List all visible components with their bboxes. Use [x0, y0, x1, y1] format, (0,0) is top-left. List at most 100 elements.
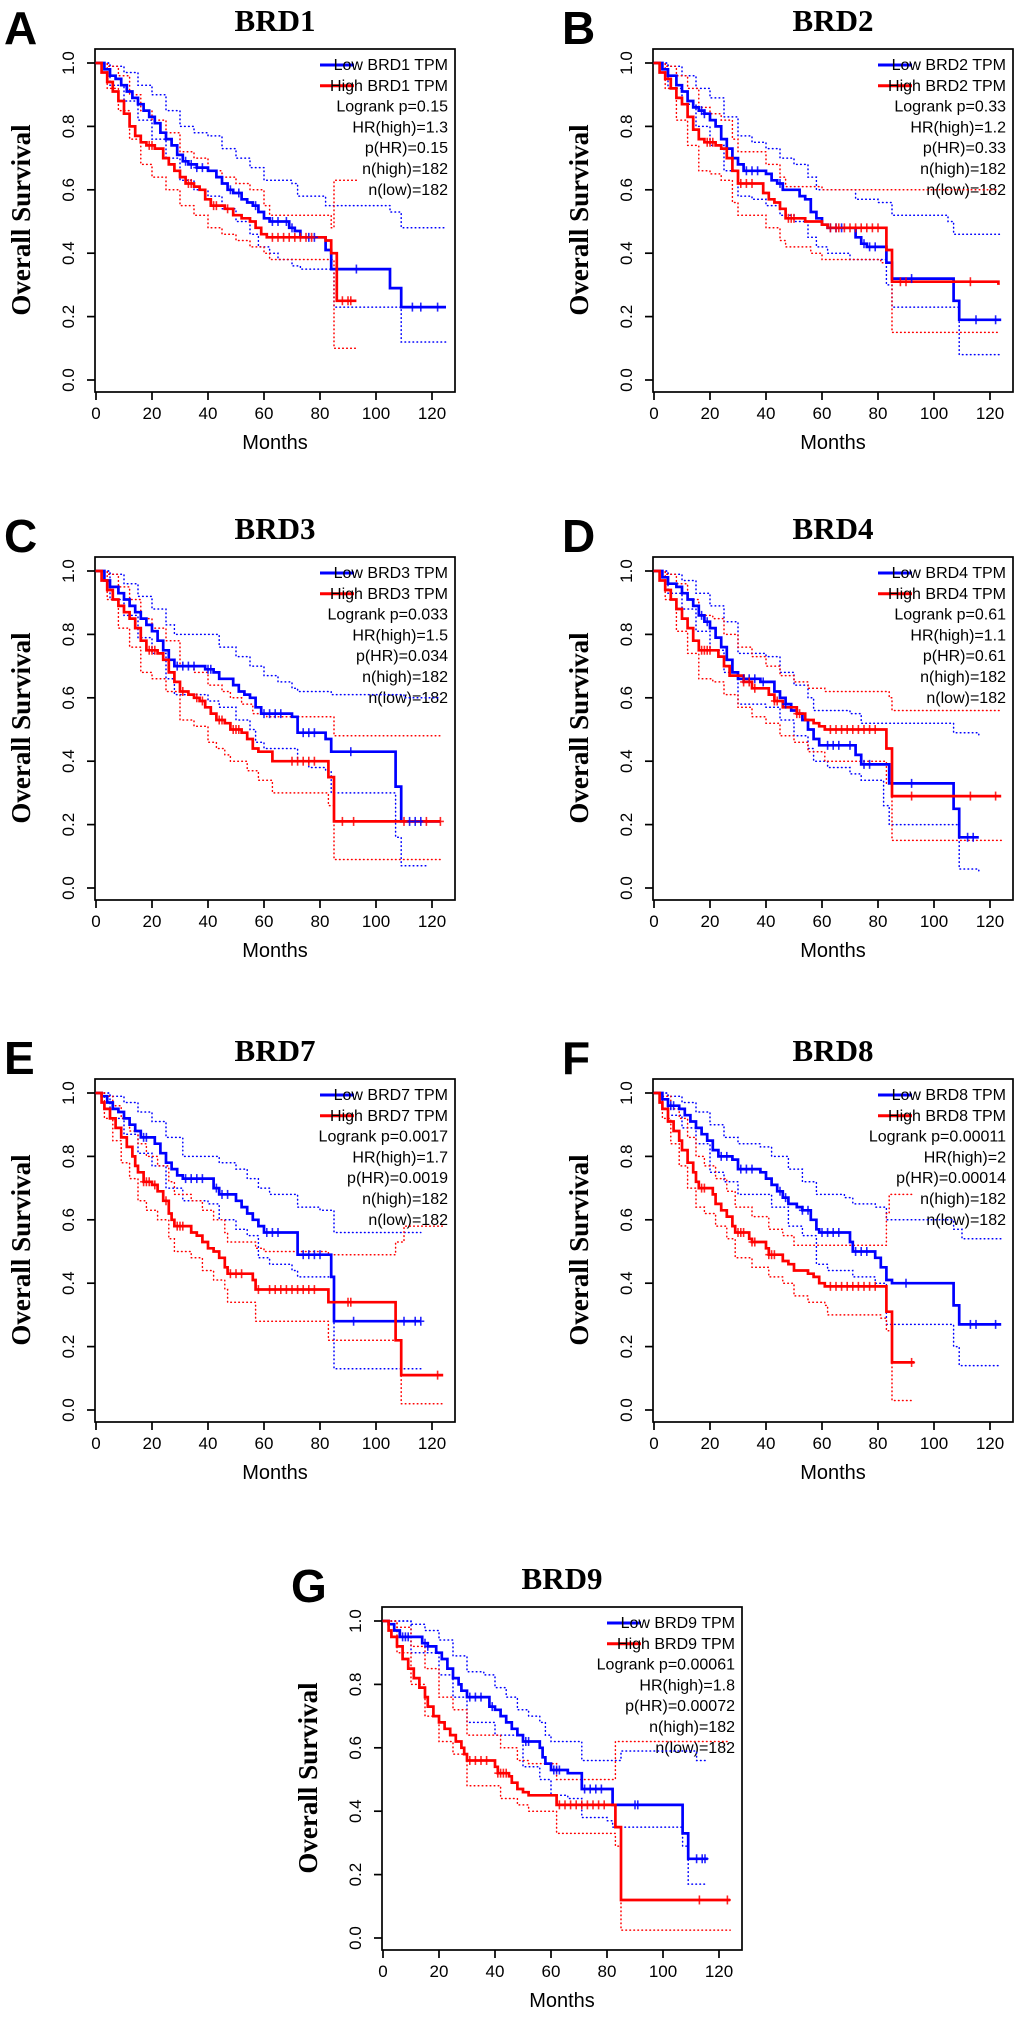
- y-tick-label: 0.0: [346, 1926, 365, 1950]
- censor-mark-high: [700, 1183, 708, 1193]
- legend-stat: Logrank p=0.00011: [869, 1129, 1006, 1146]
- censor-mark-low: [198, 1174, 206, 1184]
- panel-c: C BRD3 Overall Survival Months 0 20 40 60 80 100 1…: [0, 508, 510, 970]
- ci-high-up: [95, 62, 358, 229]
- censor-mark-high: [773, 696, 781, 706]
- ci-high-lo: [95, 1092, 444, 1405]
- censor-mark-high: [436, 816, 444, 826]
- y-tick-label: 1.0: [59, 1081, 78, 1105]
- censor-mark-low: [759, 677, 767, 687]
- x-tick-label: 60: [813, 1434, 832, 1453]
- legend-label-low: Low BRD7 TPM: [334, 1087, 448, 1104]
- censor-mark-low: [187, 159, 195, 169]
- censor-mark-low: [226, 185, 234, 195]
- y-tick-label: 0.0: [59, 1398, 78, 1422]
- censor-mark-low: [274, 217, 282, 226]
- censor-mark-high: [212, 201, 220, 211]
- legend-stat: n(high)=182: [362, 161, 448, 178]
- panel-title: BRD4: [793, 511, 874, 546]
- censor-mark-low: [969, 832, 977, 842]
- legend-label-high: High BRD7 TPM: [330, 1108, 448, 1125]
- x-tick-label: 120: [976, 912, 1004, 931]
- censor-mark-low: [235, 188, 243, 198]
- censor-mark-high: [218, 715, 226, 725]
- legend-stat: n(high)=182: [920, 1191, 1006, 1208]
- censor-mark-low: [316, 1250, 324, 1260]
- y-axis-label: Overall Survival: [564, 632, 594, 824]
- censor-mark-high: [400, 816, 408, 826]
- panel-letter: G: [291, 1560, 327, 1612]
- x-axis-label: Months: [529, 1990, 595, 2012]
- censor-mark-high: [751, 1237, 759, 1247]
- censor-mark-low: [347, 747, 355, 757]
- legend-stat: HR(high)=1.3: [352, 119, 448, 136]
- high-curve: [654, 1091, 915, 1364]
- x-tick-label: 100: [920, 1434, 948, 1453]
- x-tick-label: 40: [199, 404, 218, 423]
- x-tick-label: 20: [701, 1434, 720, 1453]
- x-tick-label: 120: [418, 912, 446, 931]
- plot-box: [94, 556, 456, 901]
- censor-mark-low: [908, 274, 916, 284]
- panel-title: BRD8: [793, 1033, 874, 1068]
- censor-mark-low: [400, 1316, 408, 1326]
- ci-low-lo: [653, 570, 980, 873]
- km-chart-brd2: B BRD2 Overall Survival Months 0 20 40 60 80 100 1…: [562, 2, 1014, 454]
- legend-label-high: High BRD8 TPM: [888, 1108, 1006, 1125]
- y-tick-label: 0.8: [617, 115, 636, 139]
- high-curve: [654, 61, 1000, 285]
- panel-letter: A: [4, 2, 37, 54]
- censor-mark-high: [871, 1281, 879, 1291]
- censor-mark-low: [908, 778, 916, 788]
- censor-mark-low: [782, 1193, 790, 1203]
- y-axis-label: Overall Survival: [564, 124, 594, 316]
- censor-mark-low: [835, 1227, 843, 1237]
- censor-mark-low: [703, 617, 711, 627]
- panel-title: BRD3: [235, 511, 316, 546]
- legend-stat: Logrank p=0.15: [336, 99, 448, 116]
- panel-title: BRD9: [522, 1561, 603, 1596]
- legend-stat: n(low)=182: [655, 1740, 735, 1757]
- censor-mark-low: [992, 1319, 1000, 1329]
- x-tick-label: 80: [311, 404, 330, 423]
- legend-stat: p(HR)=0.034: [356, 648, 448, 665]
- y-axis-label: Overall Survival: [6, 124, 36, 316]
- censor-mark-high: [145, 1177, 153, 1187]
- censor-mark-high: [871, 725, 879, 734]
- x-tick-label: 80: [311, 1434, 330, 1453]
- legend-stat: HR(high)=1.7: [352, 1149, 448, 1166]
- ci-high-lo: [653, 62, 1000, 334]
- x-axis-label: Months: [242, 940, 308, 962]
- censor-mark-low: [754, 166, 762, 176]
- x-tick-label: 60: [255, 1434, 274, 1453]
- x-tick-label: 40: [199, 1434, 218, 1453]
- censor-mark-high: [502, 1768, 510, 1778]
- x-tick-label: 120: [976, 404, 1004, 423]
- legend-stat: p(HR)=0.33: [923, 140, 1006, 157]
- x-tick-label: 40: [486, 1962, 505, 1981]
- legend-stat: n(low)=182: [368, 1212, 448, 1229]
- censor-mark-low: [350, 1316, 358, 1326]
- censor-mark-high: [790, 213, 798, 223]
- censor-mark-high: [198, 696, 206, 706]
- censor-mark-high: [966, 277, 974, 287]
- censor-mark-low: [902, 1278, 910, 1288]
- legend-label-high: High BRD2 TPM: [888, 78, 1006, 95]
- legend-stat: n(low)=182: [368, 182, 448, 199]
- censor-mark-high: [908, 1357, 916, 1367]
- censor-mark-high: [748, 178, 756, 188]
- panel-e: E BRD7 Overall Survival Months 0 20 40 60 80 100 1…: [0, 1030, 510, 1492]
- legend-stat: Logrank p=0.00061: [597, 1657, 735, 1674]
- y-tick-label: 1.0: [59, 51, 78, 75]
- y-tick-label: 0.4: [59, 1271, 78, 1295]
- censor-mark-low: [434, 302, 442, 312]
- panel-b: B BRD2 Overall Survival Months 0 20 40 60 80 100 1…: [558, 0, 1020, 462]
- censor-mark-high: [709, 137, 717, 147]
- censor-mark-low: [198, 163, 206, 173]
- legend-stat: HR(high)=1.2: [910, 119, 1006, 136]
- x-tick-label: 0: [378, 1962, 387, 1981]
- y-axis-label: Overall Survival: [293, 1682, 323, 1874]
- legend-stat: n(high)=182: [362, 669, 448, 686]
- y-tick-label: 0.0: [617, 368, 636, 392]
